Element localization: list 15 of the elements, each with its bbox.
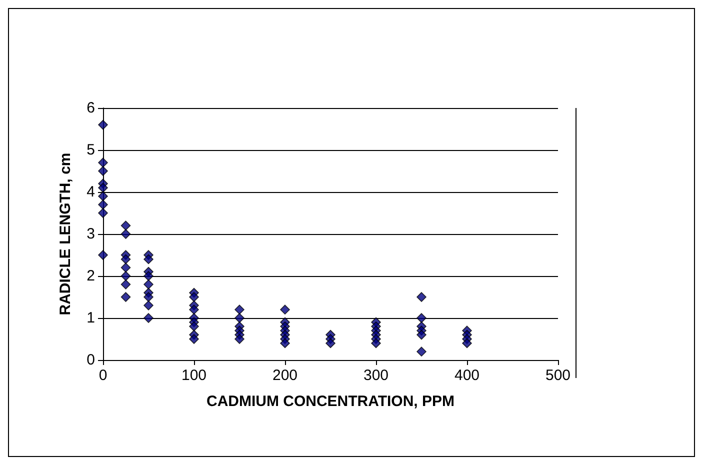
x-tick-label: 300	[363, 367, 389, 384]
x-tick-label: 100	[181, 367, 207, 384]
y-tick-label: 3	[86, 226, 95, 242]
x-axis-title: CADMIUM CONCENTRATION, PPM	[206, 393, 455, 410]
x-tick-label: 0	[98, 367, 108, 384]
y-axis-title: RADICLE LENGTH, cm	[57, 152, 74, 316]
y-tick-label: 1	[86, 310, 95, 326]
y-tick-label: 2	[86, 268, 95, 284]
x-tick-label: 400	[454, 367, 480, 384]
y-tick-label: 5	[86, 142, 95, 158]
x-tick-label: 500	[545, 367, 571, 384]
x-tick-label: 200	[272, 367, 298, 384]
y-tick-label: 4	[86, 184, 95, 200]
y-tick-label: 0	[86, 352, 95, 368]
y-tick-label: 6	[86, 100, 95, 116]
